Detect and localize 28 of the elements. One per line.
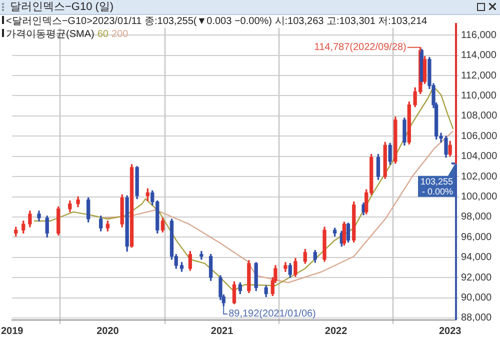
x-tick-label: 2019 xyxy=(1,326,24,337)
annotation: 89,192(2021/01/06) xyxy=(228,308,316,320)
chart-title: 달러인덱스−G10 (일) xyxy=(10,0,114,14)
y-tick-label: 96,000 xyxy=(461,232,492,243)
y-tick-label: 90,000 xyxy=(461,292,492,304)
y-tick-label: 100,000 xyxy=(461,192,498,203)
chart-subtitle: <달러인덱스−G10>2023/01/11 종:103,255(▼0.003 −0.00%) 시:103,263 고:103,301 저:103,214 xyxy=(6,16,428,27)
x-tick-label: 2020 xyxy=(96,326,120,337)
y-tick-label: 98,000 xyxy=(461,212,492,223)
x-tick-label: 2023 xyxy=(438,326,462,337)
y-tick-label: 114,000 xyxy=(461,50,497,62)
x-tick-label: 2022 xyxy=(324,326,348,337)
y-tick-label: 92,000 xyxy=(461,272,492,284)
y-tick-label: 110,000 xyxy=(461,90,497,102)
y-tick-label: 94,000 xyxy=(461,252,492,264)
text: 200 xyxy=(111,29,128,40)
annotation: 114,787(2022/09/28) xyxy=(314,42,406,54)
text: 60 xyxy=(97,29,108,40)
y-tick-label: 104,000 xyxy=(461,151,498,162)
y-tick-label: 88,000 xyxy=(461,312,492,324)
y-tick-label: 112,000 xyxy=(461,70,497,82)
y-tick-label: 116,000 xyxy=(461,30,497,41)
y-tick-label: 106,000 xyxy=(461,130,498,142)
y-tick-label: 102,000 xyxy=(461,171,498,182)
legend-title: 가격이동평균(SMA) xyxy=(6,29,94,40)
annotation: 103,255 - 0.00% xyxy=(420,176,453,196)
y-tick-label: 108,000 xyxy=(461,110,498,122)
x-tick-label: 2021 xyxy=(210,326,234,337)
